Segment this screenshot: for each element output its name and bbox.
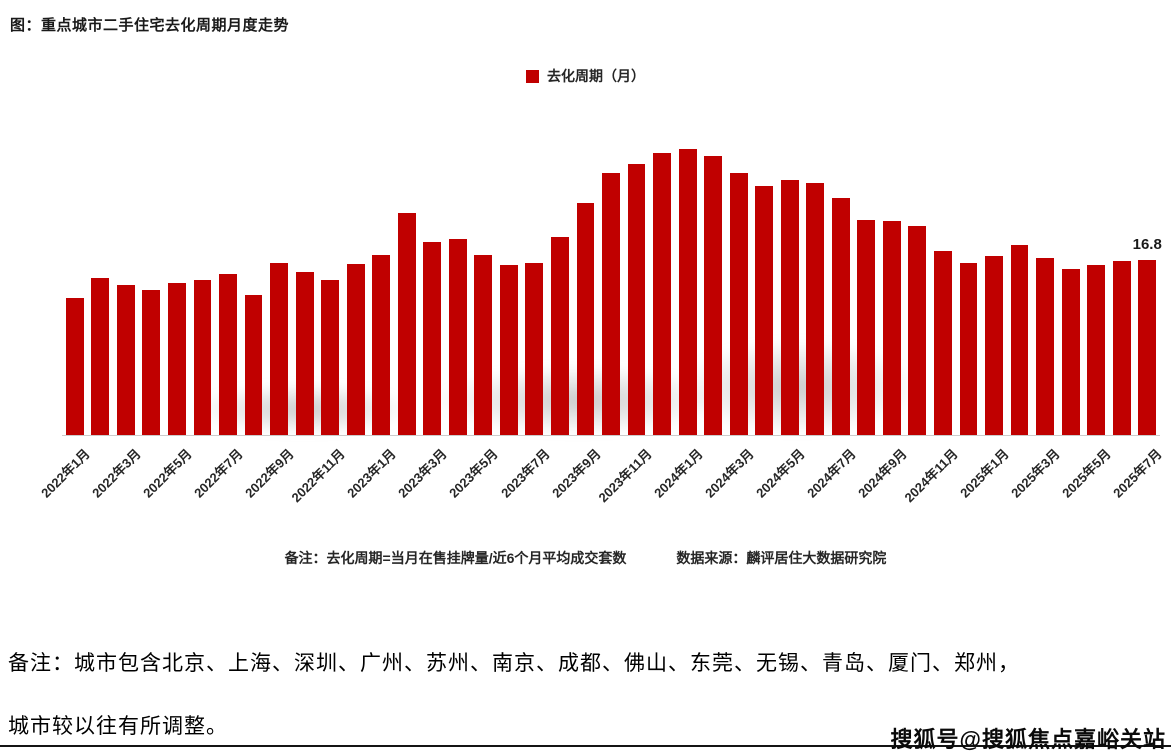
bar-2024年10月 <box>908 225 927 435</box>
bar-2023年9月 <box>576 203 595 435</box>
bar-2023年12月 <box>653 153 671 435</box>
bar-2023年7月 <box>525 263 544 435</box>
bottom-rule <box>0 745 1171 747</box>
bar-2022年11月 <box>321 280 340 435</box>
bar-2024年12月 <box>959 263 978 435</box>
legend: 去化周期（月） <box>0 66 1171 86</box>
x-tick-label: 2024年1月 <box>650 446 706 501</box>
bar-2023年11月 <box>627 163 646 435</box>
x-tick-label: 2025年3月 <box>1008 446 1063 501</box>
x-tick-label: 2022年7月 <box>191 446 246 501</box>
x-tick-label: 2024年7月 <box>804 446 859 501</box>
x-tick-label: 2024年5月 <box>753 446 808 501</box>
bar-2022年4月 <box>142 290 161 435</box>
bar-2022年6月 <box>193 280 212 435</box>
bar-2025年2月 <box>1010 244 1029 435</box>
bar-2024年3月 <box>729 172 748 435</box>
bar-2024年5月 <box>780 180 799 435</box>
x-tick-label: 2023年5月 <box>446 446 502 501</box>
x-tick-label: 2022年1月 <box>38 446 93 501</box>
bar-2023年1月 <box>372 255 391 435</box>
x-tick-label: 2023年1月 <box>344 446 400 501</box>
bar-2023年6月 <box>499 265 518 435</box>
bar-2022年12月 <box>346 264 365 435</box>
footnote-formula: 备注：去化周期=当月在售挂牌量/近6个月平均成交套数 <box>284 550 627 566</box>
bar-2025年5月 <box>1087 265 1106 435</box>
bar-2023年10月 <box>602 172 620 435</box>
bar-2022年8月 <box>244 294 263 435</box>
bar-2023年8月 <box>550 237 569 435</box>
bar-2025年4月 <box>1061 268 1080 435</box>
bar-2024年1月 <box>678 149 697 435</box>
footnote-source: 数据来源：麟评居住大数据研究院 <box>676 550 887 566</box>
last-value-label: 16.8 <box>1132 236 1162 254</box>
x-tick-label: 2024年3月 <box>701 446 757 501</box>
bar-2024年8月 <box>857 219 876 435</box>
bar-2025年7月 <box>1138 260 1157 435</box>
footnote-row: 备注：去化周期=当月在售挂牌量/近6个月平均成交套数 数据来源：麟评居住大数据研… <box>0 548 1171 568</box>
bar-2024年11月 <box>934 250 952 435</box>
bar-chart: 16.8 2022年1月 2022年3月 2022年5月 2022年7月 2022年9月… <box>38 123 1165 505</box>
bar-2023年2月 <box>397 213 416 435</box>
bar-2022年10月 <box>295 271 314 435</box>
x-tick-label: 2022年3月 <box>89 446 144 501</box>
x-tick-label: 2025年5月 <box>1059 446 1114 501</box>
bar-2024年9月 <box>882 220 901 435</box>
bar-2024年4月 <box>755 186 774 435</box>
x-tick-label: 2023年7月 <box>497 446 553 501</box>
bar-2023年4月 <box>448 239 467 435</box>
x-tick-label: 2024年11月 <box>901 446 961 506</box>
x-tick-label: 2023年3月 <box>395 446 451 501</box>
x-tick-label: 2023年11月 <box>595 446 655 506</box>
x-axis: 2022年1月 2022年3月 2022年5月 2022年7月 2022年9月 2022年… <box>38 436 1165 531</box>
bar-2022年5月 <box>167 283 186 435</box>
bar-2024年6月 <box>806 183 825 435</box>
bar-2024年2月 <box>704 156 723 435</box>
bar-2025年3月 <box>1036 258 1054 435</box>
bottom-notes: 备注：城市包含北京、上海、深圳、广州、苏州、南京、成都、佛山、东莞、无锡、青岛、… <box>8 648 1020 753</box>
plot-area: 16.8 <box>62 123 1162 436</box>
x-tick-label: 2022年5月 <box>140 446 195 501</box>
bar-2023年3月 <box>423 241 442 435</box>
x-tick-label: 2025年7月 <box>1110 446 1166 501</box>
legend-swatch-icon <box>526 69 539 83</box>
watermark: 搜狐号@搜狐焦点嘉峪关站 <box>890 727 1166 752</box>
bar-2022年7月 <box>219 273 237 435</box>
x-tick-label: 2025年1月 <box>957 446 1012 501</box>
bar-2023年5月 <box>474 255 493 435</box>
bar-2022年2月 <box>91 277 110 435</box>
bar-2024年7月 <box>831 197 850 435</box>
x-tick-label: 2022年11月 <box>288 446 348 506</box>
chart-title: 图：重点城市二手住宅去化周期月度走势 <box>10 17 290 34</box>
legend-label: 去化周期（月） <box>547 68 645 84</box>
bar-2025年1月 <box>985 256 1003 435</box>
bottom-note-line1: 备注：城市包含北京、上海、深圳、广州、苏州、南京、成都、佛山、东莞、无锡、青岛、… <box>8 651 1020 675</box>
bar-2022年3月 <box>116 285 135 435</box>
bar-2022年1月 <box>65 297 84 435</box>
bar-2022年9月 <box>270 263 288 435</box>
bar-2025年6月 <box>1112 261 1131 435</box>
bottom-note-line2: 城市较以往有所调整。 <box>8 714 228 738</box>
